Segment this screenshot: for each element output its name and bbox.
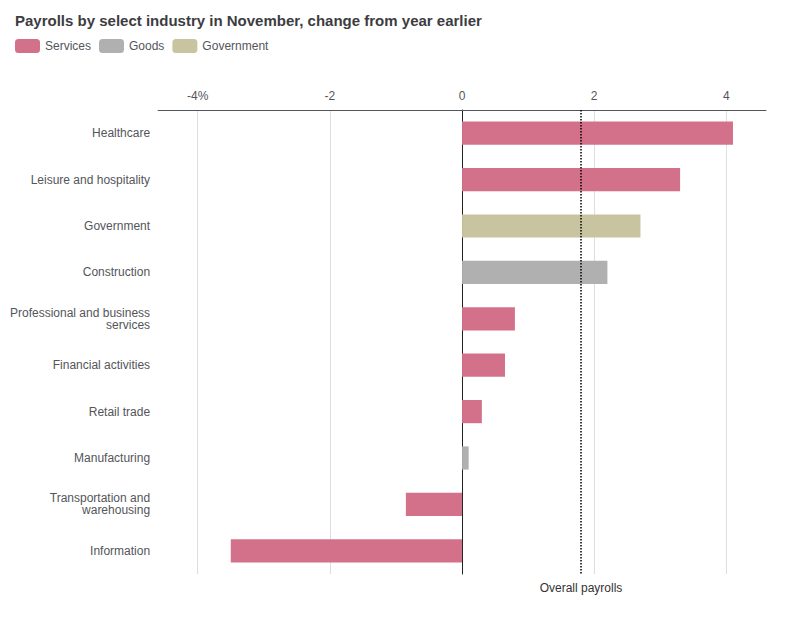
svg-text:4: 4 <box>723 89 730 103</box>
svg-text:-2: -2 <box>325 89 336 103</box>
svg-text:Government: Government <box>84 219 151 233</box>
svg-text:Government: Government <box>202 39 269 53</box>
svg-text:Construction: Construction <box>83 265 150 279</box>
svg-text:Professional and business: Professional and business <box>10 305 151 320</box>
svg-text:Retail trade: Retail trade <box>89 405 151 419</box>
svg-text:Information: Information <box>90 544 150 558</box>
svg-text:Financial activities: Financial activities <box>53 358 150 372</box>
svg-text:services: services <box>106 318 150 332</box>
svg-text:Payrolls by select industry in: Payrolls by select industry in November,… <box>15 12 482 29</box>
svg-text:Services: Services <box>45 39 91 53</box>
svg-text:warehousing: warehousing <box>81 503 150 517</box>
svg-text:Goods: Goods <box>129 39 164 53</box>
svg-text:2: 2 <box>591 89 598 103</box>
svg-text:0: 0 <box>459 89 466 103</box>
svg-text:Overall payrolls: Overall payrolls <box>540 581 623 595</box>
svg-text:Manufacturing: Manufacturing <box>74 451 150 465</box>
svg-text:Leisure and hospitality: Leisure and hospitality <box>31 173 150 187</box>
svg-text:-4%: -4% <box>187 89 209 103</box>
svg-text:Healthcare: Healthcare <box>92 126 150 140</box>
svg-text:Transportation and: Transportation and <box>49 491 151 506</box>
